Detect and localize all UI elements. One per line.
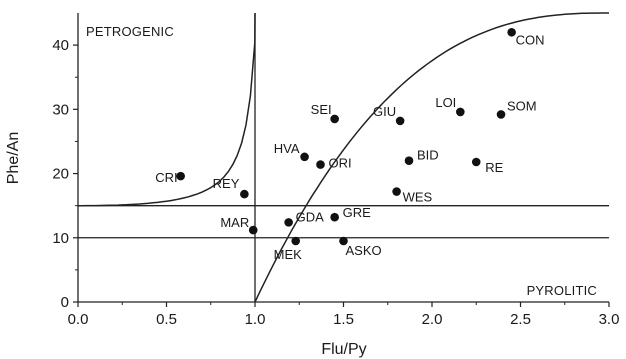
- region-label-petrogenic: PETROGENIC: [86, 24, 174, 39]
- point-label: GIU: [373, 104, 396, 119]
- data-point: [176, 171, 185, 181]
- pyrolitic-boundary-curve: [254, 12, 609, 303]
- x-tick-label: 1.0: [245, 311, 266, 328]
- data-point: [496, 110, 506, 119]
- data-point: [248, 225, 258, 235]
- y-tick-label: 30: [52, 101, 69, 118]
- x-axis-ticks: 0.0 0.5 1.0 1.5 2.0 2.5 3.0: [68, 302, 620, 328]
- x-tick-label: 3.0: [599, 311, 620, 328]
- data-point: [395, 116, 405, 126]
- data-point: [316, 160, 325, 169]
- x-tick-label: 0.0: [68, 311, 89, 328]
- data-point: [330, 114, 339, 124]
- data-point: [392, 187, 401, 196]
- data-point: [471, 157, 481, 167]
- point-label: LOI: [435, 95, 456, 110]
- data-point: [507, 27, 516, 37]
- data-point: [291, 236, 301, 246]
- y-tick-label: 0: [61, 294, 69, 311]
- point-label: MEK: [274, 247, 303, 262]
- y-axis-ticks: 0 10 20 30 40: [52, 37, 78, 311]
- data-point: [240, 189, 249, 199]
- x-tick-label: 2.0: [422, 311, 443, 328]
- point-label: SEI: [311, 102, 332, 117]
- point-label: MAR: [220, 215, 249, 230]
- x-axis-title: Flu/Py: [321, 341, 366, 358]
- point-label: HVA: [274, 141, 300, 156]
- point-label: GRE: [343, 205, 372, 220]
- point-label: CON: [516, 32, 545, 47]
- x-tick-label: 2.5: [510, 311, 531, 328]
- x-tick-label: 1.5: [333, 311, 354, 328]
- point-label: CRI: [155, 170, 177, 185]
- point-label: BID: [417, 148, 439, 163]
- point-label: SOM: [507, 98, 537, 113]
- data-point: [339, 236, 348, 246]
- data-point: [300, 152, 309, 162]
- point-label: REY: [213, 176, 240, 191]
- y-tick-label: 20: [52, 166, 69, 183]
- point-label: ASKO: [346, 243, 382, 258]
- data-point: [330, 212, 339, 222]
- data-point: [456, 107, 465, 117]
- data-points: CON SEI GIU LOI SOM HVA ORI BID RE CRI REY WES MAR GD…: [155, 27, 545, 262]
- y-tick-label: 40: [52, 37, 69, 54]
- point-label: GDA: [296, 209, 325, 224]
- point-label: RE: [485, 160, 503, 175]
- y-tick-label: 10: [52, 230, 69, 247]
- y-axis-title: Phe/An: [5, 132, 22, 184]
- point-label: ORI: [328, 156, 351, 171]
- data-point: [284, 218, 293, 227]
- data-point: [404, 156, 414, 166]
- x-tick-label: 0.5: [156, 311, 177, 328]
- region-label-pyrolitic: PYROLITIC: [527, 283, 597, 298]
- point-label: WES: [403, 190, 433, 205]
